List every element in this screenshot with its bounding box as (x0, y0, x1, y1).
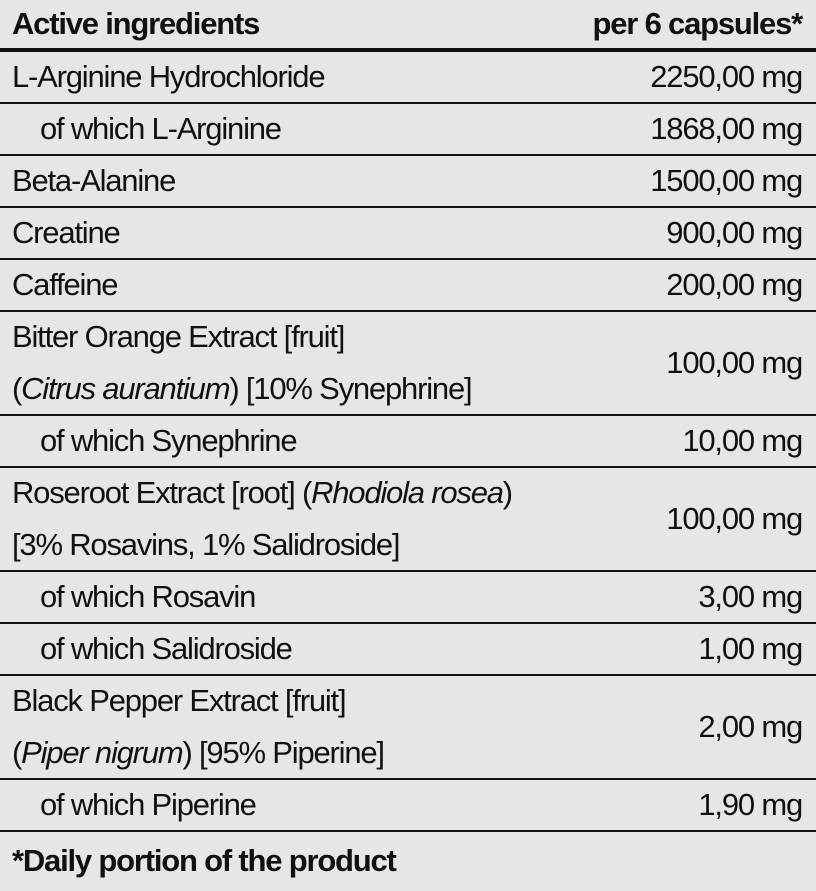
ingredient-amount: 1,00 mg (698, 631, 803, 666)
ingredient-name: of which L-Arginine (40, 111, 282, 146)
ingredient-name: Black Pepper Extract [fruit] (Piper nigr… (12, 675, 385, 779)
table-row: of which L-Arginine 1868,00 mg (0, 104, 816, 156)
ingredient-amount: 2250,00 mg (650, 59, 803, 94)
ingredient-name: Beta-Alanine (12, 163, 176, 198)
ingredient-amount: 900,00 mg (666, 215, 803, 250)
ingredient-amount: 3,00 mg (698, 579, 803, 614)
ingredient-amount: 100,00 mg (666, 501, 803, 536)
ingredient-amount: 1500,00 mg (650, 163, 803, 198)
ingredient-amount: 2,00 mg (698, 709, 803, 744)
header-ingredients: Active ingredients (12, 6, 260, 41)
ingredient-name: of which Synephrine (40, 423, 298, 458)
table-row: of which Rosavin 3,00 mg (0, 572, 816, 624)
table-row: Roseroot Extract [root] (Rhodiola rosea)… (0, 468, 816, 572)
ingredient-name: Caffeine (12, 267, 119, 302)
ingredient-name: of which Salidroside (40, 631, 293, 666)
name-line-2: (Piper nigrum) [95% Piperine] (12, 735, 385, 770)
ingredient-name: Roseroot Extract [root] (Rhodiola rosea)… (12, 467, 513, 571)
name-suffix: [95% Piperine] (191, 735, 385, 770)
table-row: L-Arginine Hydrochloride 2250,00 mg (0, 52, 816, 104)
latin-name: Citrus aurantium (21, 371, 230, 406)
table-row: Black Pepper Extract [fruit] (Piper nigr… (0, 676, 816, 780)
table-header: Active ingredients per 6 capsules* (0, 0, 816, 52)
name-line-1: Roseroot Extract [root] (Rhodiola rosea) (12, 475, 513, 510)
latin-name: Piper nigrum (21, 735, 184, 770)
name-suffix: [10% Synephrine] (238, 371, 473, 406)
table-row: Bitter Orange Extract [fruit] (Citrus au… (0, 312, 816, 416)
name-prefix: Roseroot Extract [root] (12, 475, 302, 510)
ingredient-name: L-Arginine Hydrochloride (12, 59, 326, 94)
ingredient-amount: 100,00 mg (666, 345, 803, 380)
ingredient-name: Creatine (12, 215, 121, 250)
ingredient-amount: 10,00 mg (682, 423, 803, 458)
ingredient-name: of which Piperine (40, 787, 257, 822)
table-row: of which Synephrine 10,00 mg (0, 416, 816, 468)
table-row: of which Piperine 1,90 mg (0, 780, 816, 832)
table-row: Creatine 900,00 mg (0, 208, 816, 260)
ingredient-amount: 200,00 mg (666, 267, 803, 302)
name-line-2: [3% Rosavins, 1% Salidroside] (12, 527, 401, 562)
latin-name: Rhodiola rosea (311, 475, 504, 510)
ingredient-amount: 1,90 mg (698, 787, 803, 822)
ingredient-amount: 1868,00 mg (650, 111, 803, 146)
table-row: Beta-Alanine 1500,00 mg (0, 156, 816, 208)
table-row: of which Salidroside 1,00 mg (0, 624, 816, 676)
table-row: Caffeine 200,00 mg (0, 260, 816, 312)
ingredient-name: of which Rosavin (40, 579, 256, 614)
name-line-1: Bitter Orange Extract [fruit] (12, 319, 345, 354)
name-line-1: Black Pepper Extract [fruit] (12, 683, 347, 718)
name-line-2: (Citrus aurantium) [10% Synephrine] (12, 371, 473, 406)
footnote: *Daily portion of the product (12, 843, 397, 878)
ingredient-name: Bitter Orange Extract [fruit] (Citrus au… (12, 311, 473, 415)
header-per-portion: per 6 capsules* (592, 6, 804, 41)
